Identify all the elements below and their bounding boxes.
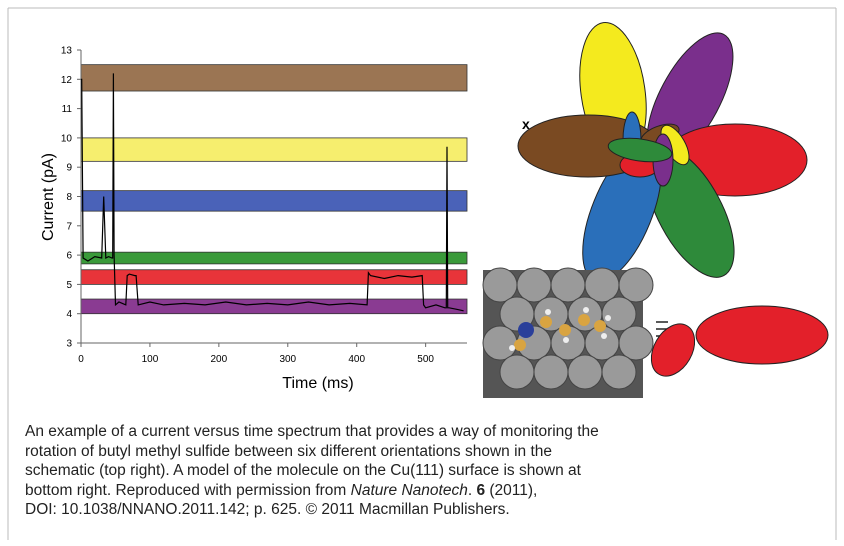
caption-line: rotation of butyl methyl sulfide between…	[25, 442, 599, 462]
caption-text: 6	[476, 481, 486, 499]
y-tick-label: 4	[66, 309, 72, 320]
y-tick-label: 9	[66, 163, 72, 174]
trace	[81, 73, 464, 312]
x-tick-label: 400	[348, 354, 365, 365]
band	[80, 190, 468, 212]
caption-text: Nature Nanotech	[350, 481, 468, 499]
caption-text: DOI: 10.1038/NNANO.2011.142; p. 625. © 2…	[25, 501, 510, 518]
caption-text: schematic (top right). A model of the mo…	[25, 462, 581, 479]
y-tick-label: 8	[66, 192, 72, 203]
caption-line: bottom right. Reproduced with permission…	[25, 481, 599, 501]
x-tick-label: 200	[211, 354, 228, 365]
caption: An example of a current versus time spec…	[25, 422, 599, 520]
x-tick-label: 500	[417, 354, 434, 365]
caption-text: .	[467, 481, 477, 499]
molecule-model	[482, 267, 654, 398]
schematic-label: x	[522, 116, 530, 132]
band	[80, 298, 468, 315]
y-tick-label: 13	[61, 46, 73, 57]
molecule-schematic	[650, 305, 829, 377]
band	[80, 137, 468, 162]
y-tick-label: 7	[66, 221, 72, 232]
caption-text: (2011),	[485, 481, 538, 499]
y-tick-label: 3	[66, 339, 72, 350]
y-tick-label: 10	[61, 133, 73, 144]
y-tick-label: 5	[66, 280, 72, 291]
caption-text: bottom right. Reproduced with permission…	[25, 481, 351, 499]
y-axis-label: Current (pA)	[40, 153, 57, 241]
caption-text: rotation of butyl methyl sulfide between…	[25, 442, 553, 460]
y-tick-label: 6	[66, 251, 72, 262]
band	[80, 64, 468, 92]
x-tick-label: 100	[142, 354, 159, 365]
caption-line: DOI: 10.1038/NNANO.2011.142; p. 625. © 2…	[25, 500, 599, 520]
caption-line: schematic (top right). A model of the mo…	[25, 461, 599, 481]
x-tick-label: 300	[279, 354, 296, 365]
caption-text: An example of a current versus time spec…	[25, 423, 599, 440]
caption-line: An example of a current versus time spec…	[25, 422, 599, 442]
y-tick-label: 12	[61, 75, 73, 86]
x-axis-label: Time (ms)	[282, 375, 353, 392]
schematic	[517, 22, 808, 283]
y-tick-label: 11	[62, 104, 73, 115]
x-tick-label: 0	[78, 354, 84, 365]
band	[80, 251, 468, 265]
